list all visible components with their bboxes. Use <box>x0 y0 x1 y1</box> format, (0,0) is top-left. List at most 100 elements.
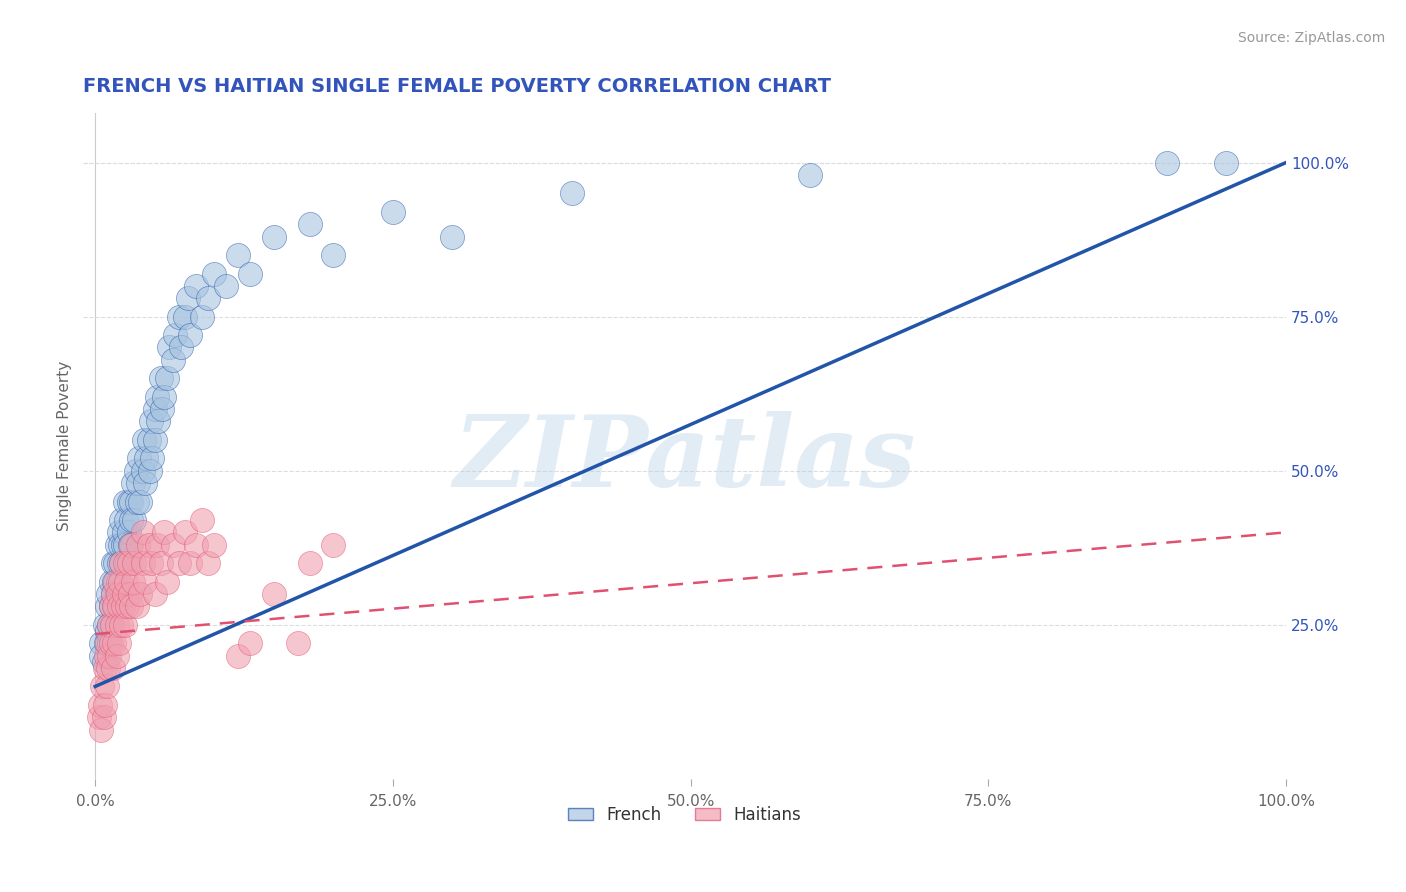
Point <box>105 617 128 632</box>
Point <box>104 556 127 570</box>
Point <box>108 525 131 540</box>
Point <box>93 655 115 669</box>
Point <box>118 538 141 552</box>
Point <box>97 587 120 601</box>
Point <box>120 494 142 508</box>
Point <box>143 587 166 601</box>
Point <box>114 538 136 552</box>
Point <box>117 556 139 570</box>
Point <box>114 556 136 570</box>
Point <box>239 267 262 281</box>
Point <box>117 494 139 508</box>
Point <box>108 587 131 601</box>
Y-axis label: Single Female Poverty: Single Female Poverty <box>58 361 72 532</box>
Point <box>149 371 172 385</box>
Point <box>110 556 132 570</box>
Point <box>103 636 125 650</box>
Point <box>120 513 142 527</box>
Point <box>157 341 180 355</box>
Point <box>128 451 150 466</box>
Point <box>127 476 149 491</box>
Point <box>132 556 155 570</box>
Point <box>97 661 120 675</box>
Point <box>132 464 155 478</box>
Point <box>110 556 132 570</box>
Point <box>177 291 200 305</box>
Point <box>100 599 122 614</box>
Point <box>114 494 136 508</box>
Point <box>115 574 138 589</box>
Point <box>103 599 125 614</box>
Point <box>149 556 172 570</box>
Point <box>129 494 152 508</box>
Point <box>100 599 122 614</box>
Point <box>153 390 176 404</box>
Point <box>122 574 145 589</box>
Point <box>98 636 121 650</box>
Point <box>143 402 166 417</box>
Point <box>125 464 148 478</box>
Point <box>197 291 219 305</box>
Point <box>226 648 249 663</box>
Point <box>90 648 112 663</box>
Point <box>104 574 127 589</box>
Point <box>103 599 125 614</box>
Point <box>93 710 115 724</box>
Point <box>127 538 149 552</box>
Point <box>100 636 122 650</box>
Point <box>96 599 118 614</box>
Point <box>101 587 124 601</box>
Point <box>112 587 135 601</box>
Point <box>110 513 132 527</box>
Point <box>381 205 404 219</box>
Point <box>197 556 219 570</box>
Point <box>107 574 129 589</box>
Point <box>129 587 152 601</box>
Point <box>139 464 162 478</box>
Point <box>101 587 124 601</box>
Point <box>93 661 115 675</box>
Point <box>173 525 195 540</box>
Point <box>114 617 136 632</box>
Point <box>117 556 139 570</box>
Point <box>117 525 139 540</box>
Point <box>96 680 118 694</box>
Point <box>115 513 138 527</box>
Point <box>112 525 135 540</box>
Point <box>98 617 121 632</box>
Point <box>98 617 121 632</box>
Legend: French, Haitians: French, Haitians <box>561 799 807 830</box>
Point <box>132 433 155 447</box>
Point <box>111 538 134 552</box>
Point <box>1215 155 1237 169</box>
Point <box>138 538 160 552</box>
Point <box>138 433 160 447</box>
Point <box>91 680 114 694</box>
Point <box>162 538 184 552</box>
Point <box>124 556 146 570</box>
Point <box>117 599 139 614</box>
Point <box>146 390 169 404</box>
Point <box>108 636 131 650</box>
Point <box>108 599 131 614</box>
Point <box>110 617 132 632</box>
Point <box>560 186 582 201</box>
Point <box>167 556 190 570</box>
Point <box>322 538 344 552</box>
Point <box>90 636 112 650</box>
Point <box>90 723 112 737</box>
Point <box>148 414 170 428</box>
Point <box>100 574 122 589</box>
Point <box>101 617 124 632</box>
Point <box>98 648 121 663</box>
Point <box>162 352 184 367</box>
Point <box>263 587 285 601</box>
Point <box>186 538 208 552</box>
Point <box>118 587 141 601</box>
Point <box>239 636 262 650</box>
Point <box>111 599 134 614</box>
Point <box>226 248 249 262</box>
Point <box>120 538 142 552</box>
Point <box>215 278 238 293</box>
Point <box>89 698 111 712</box>
